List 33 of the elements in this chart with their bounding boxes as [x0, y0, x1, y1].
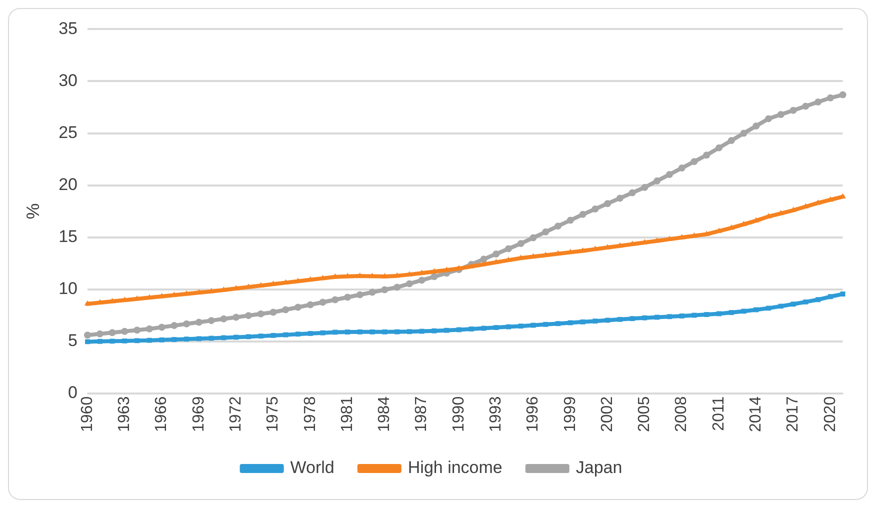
- x-tick-label: 1978: [302, 396, 319, 432]
- x-tick-label: 1963: [116, 396, 134, 432]
- y-tick-label: 35: [58, 18, 78, 38]
- x-tick-label: 1960: [78, 396, 96, 432]
- y-tick-label: 30: [58, 70, 78, 90]
- x-tick-label: 2002: [598, 396, 616, 432]
- x-tick-label: 1975: [264, 396, 282, 432]
- y-tick-label: 10: [58, 279, 78, 298]
- y-tick-label: 15: [58, 227, 78, 246]
- y-axis-title: %: [22, 203, 43, 220]
- legend-label: High income: [408, 458, 502, 478]
- x-tick-label: 2005: [636, 396, 654, 432]
- legend-label: Japan: [576, 458, 622, 478]
- x-tick-label: 2011: [710, 396, 728, 431]
- y-tick-label: 20: [58, 174, 78, 194]
- x-tick-label: 1981: [338, 396, 356, 432]
- x-tick-label: 2008: [673, 396, 690, 432]
- x-tick-label: 1990: [450, 396, 468, 432]
- x-tick-label: 1987: [413, 396, 430, 432]
- x-tick-label: 1996: [524, 396, 542, 432]
- legend-label: World: [290, 458, 334, 478]
- x-tick-label: 2020: [822, 396, 839, 432]
- x-tick-label: 1984: [376, 396, 394, 432]
- x-tick-label: 1993: [488, 396, 505, 432]
- x-tick-label: 2014: [748, 396, 765, 432]
- y-tick-label: 25: [58, 122, 78, 142]
- x-tick-label: 2017: [784, 396, 802, 432]
- y-tick-label: 5: [68, 331, 78, 350]
- x-tick-label: 1972: [227, 396, 244, 432]
- x-tick-label: 1999: [562, 396, 579, 432]
- x-tick-label: 1966: [153, 396, 170, 432]
- y-tick-label: 0: [68, 383, 78, 402]
- x-tick-label: 1969: [190, 396, 208, 432]
